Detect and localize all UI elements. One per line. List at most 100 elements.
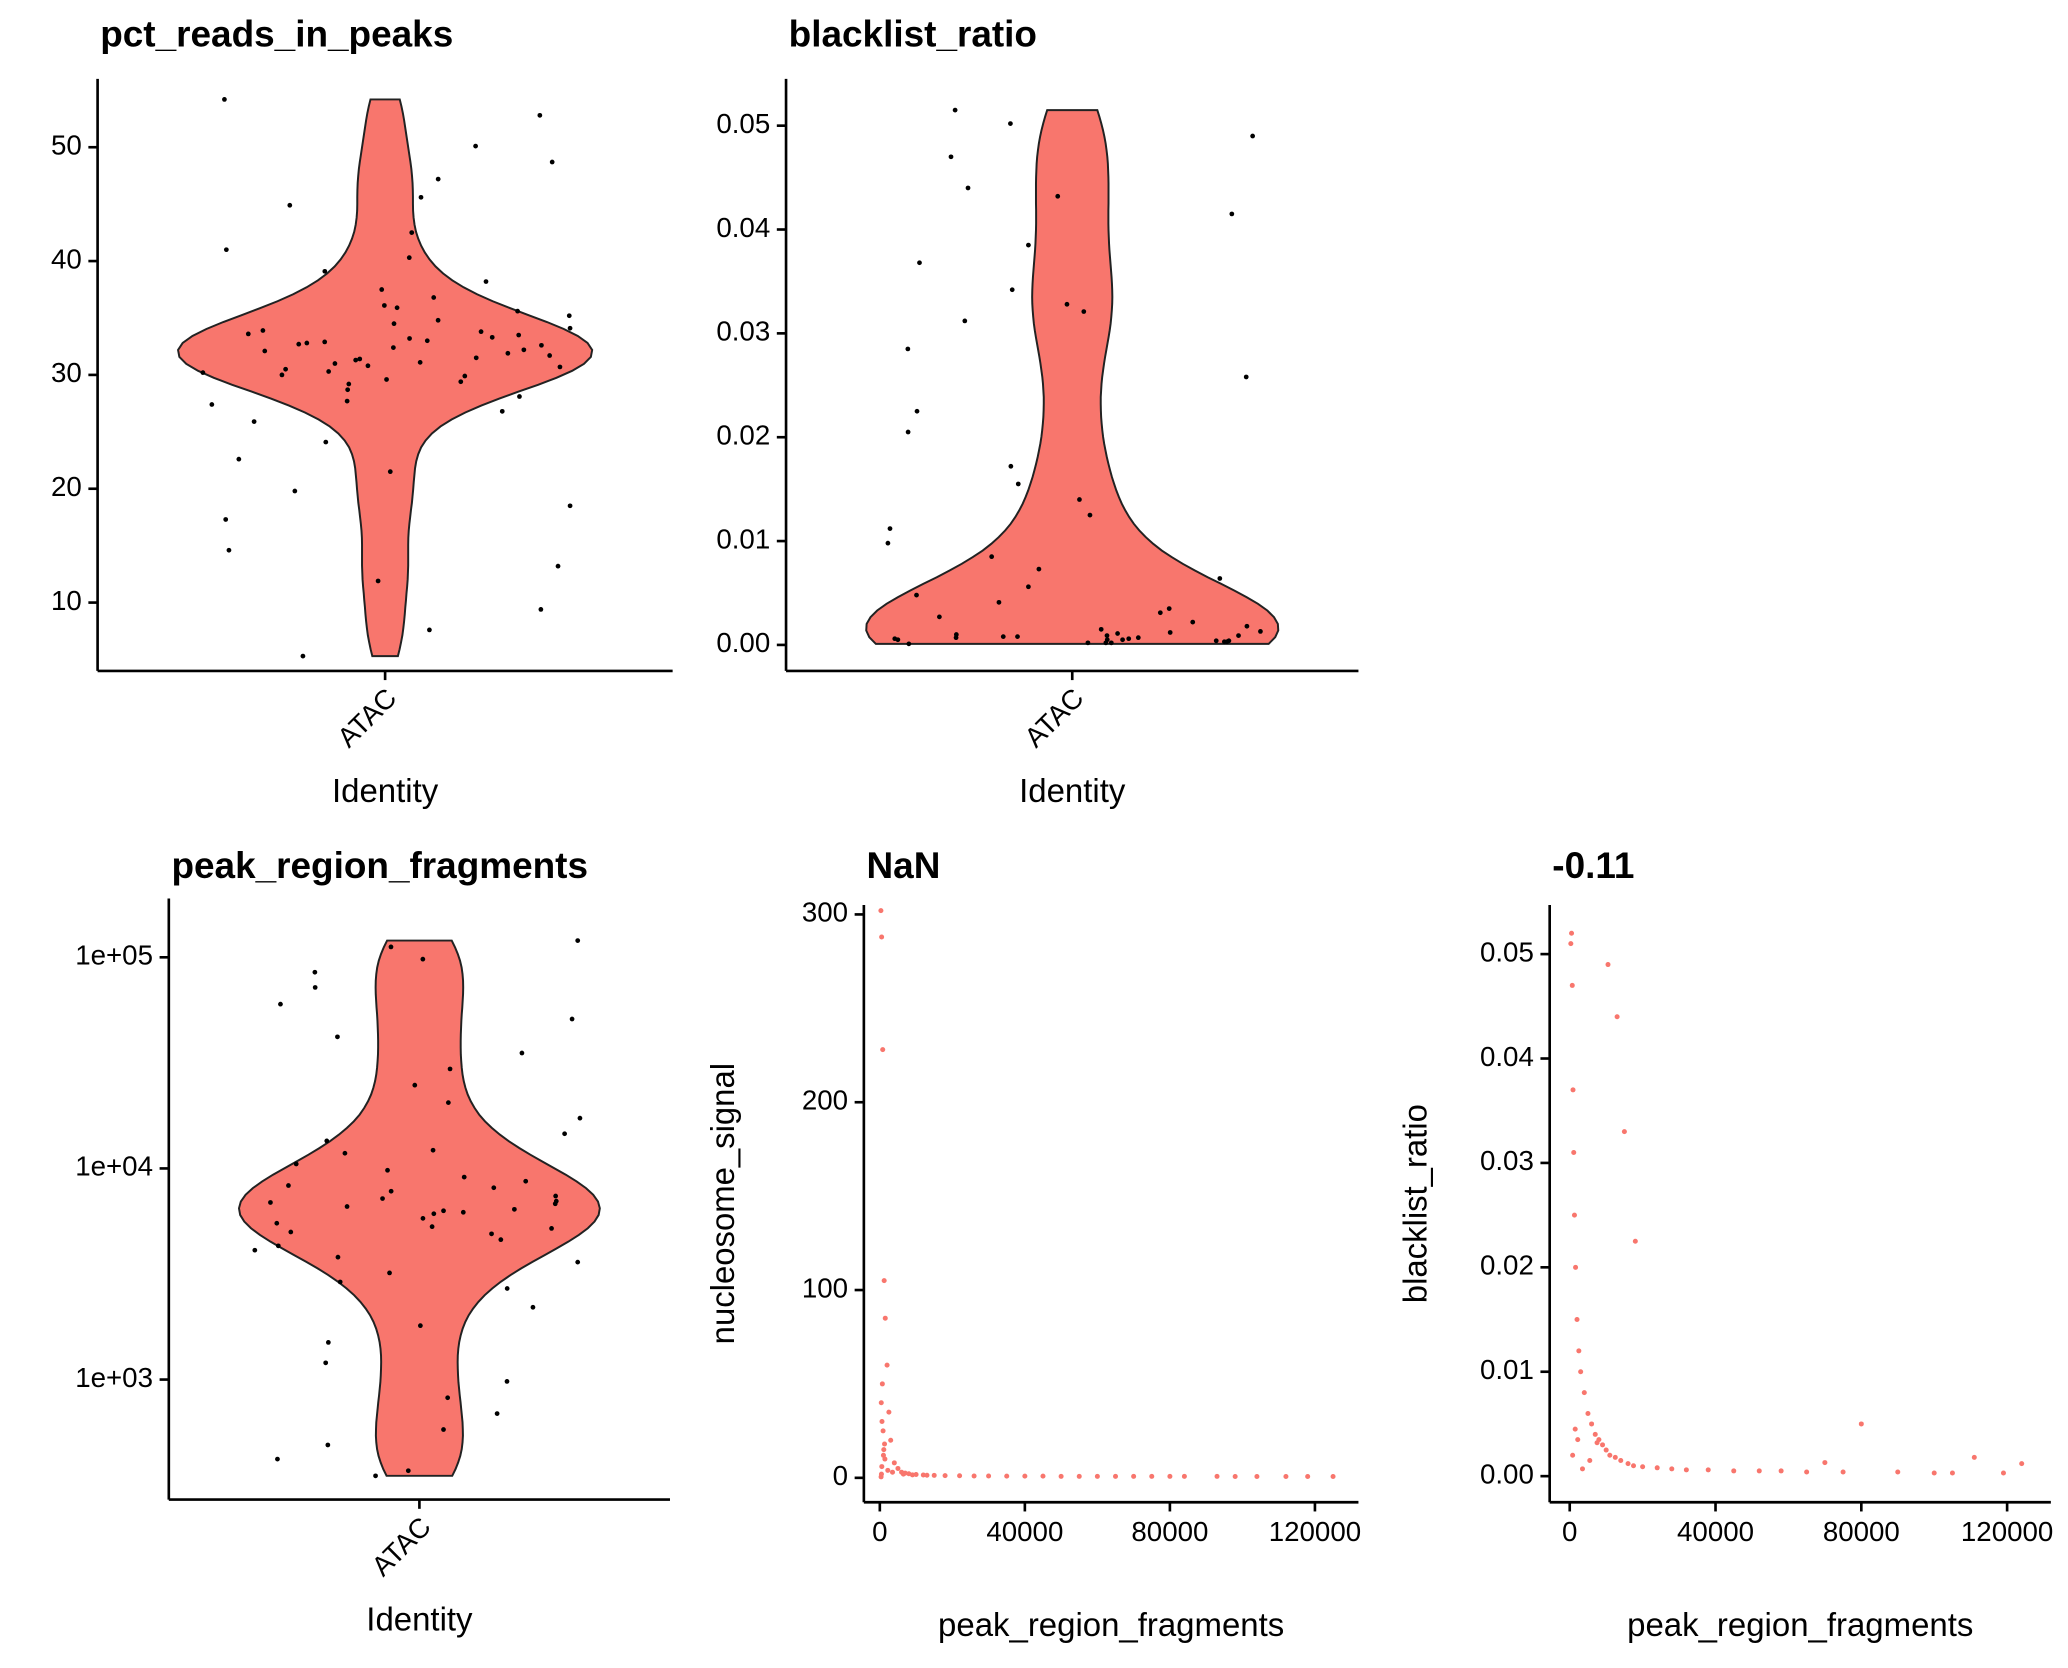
point	[879, 934, 885, 940]
point	[1040, 1473, 1046, 1479]
point	[1569, 982, 1575, 988]
point	[461, 1174, 467, 1180]
point	[388, 1188, 394, 1194]
point	[891, 1460, 897, 1466]
point	[409, 230, 415, 235]
point	[1181, 1473, 1187, 1479]
point	[1632, 1238, 1638, 1244]
point	[1236, 633, 1241, 638]
point	[1000, 634, 1006, 639]
point	[892, 636, 898, 642]
point	[1804, 1469, 1810, 1475]
point	[323, 1360, 329, 1366]
point	[575, 1259, 581, 1265]
point	[223, 517, 229, 522]
point	[1581, 1390, 1587, 1396]
point	[505, 350, 511, 356]
point	[549, 1226, 554, 1231]
point	[986, 1473, 992, 1479]
point	[473, 143, 478, 149]
point	[335, 1034, 340, 1040]
point	[1587, 1457, 1593, 1463]
y-tick-label: 0.01	[1480, 1354, 1534, 1385]
point	[1579, 1466, 1585, 1472]
point	[1840, 1469, 1846, 1475]
x-tick-label: 0	[1562, 1516, 1577, 1547]
point	[1631, 1463, 1637, 1469]
point	[1190, 619, 1196, 625]
point	[1576, 1348, 1582, 1354]
point	[882, 1441, 888, 1447]
point	[504, 1379, 510, 1384]
point	[1589, 1421, 1595, 1427]
point	[948, 154, 954, 160]
y-tick-label: 0.00	[716, 627, 770, 658]
point	[931, 1472, 937, 1478]
point	[880, 1428, 886, 1434]
point	[989, 554, 995, 560]
point	[1226, 638, 1232, 644]
point	[387, 1270, 392, 1276]
point	[491, 1185, 497, 1191]
point	[1008, 463, 1014, 469]
y-tick-label: 20	[51, 471, 82, 502]
point	[274, 1220, 280, 1226]
point	[324, 1138, 330, 1144]
point	[890, 1469, 896, 1475]
y-tick-label: 1e+05	[75, 940, 153, 971]
point	[373, 1473, 378, 1479]
y-tick-label: 10	[51, 585, 82, 616]
point	[412, 1082, 418, 1088]
point	[1157, 610, 1163, 616]
point	[1612, 1454, 1618, 1460]
point	[379, 287, 385, 292]
point	[1605, 962, 1611, 968]
point	[394, 305, 400, 311]
point	[1115, 631, 1120, 636]
point	[430, 1147, 436, 1153]
point	[293, 1161, 299, 1167]
point	[1822, 1460, 1828, 1466]
point	[1149, 1473, 1155, 1479]
point	[342, 1150, 348, 1156]
point	[914, 592, 919, 598]
point	[1135, 635, 1141, 641]
point	[312, 985, 318, 990]
point	[1705, 1467, 1711, 1473]
point	[489, 1231, 494, 1237]
point	[880, 1047, 886, 1053]
point	[965, 185, 971, 191]
point	[417, 360, 423, 365]
y-tick-label: 40	[51, 243, 82, 274]
point	[245, 331, 251, 337]
point	[226, 547, 232, 553]
x-tick-label: 80000	[1131, 1516, 1208, 1547]
point	[1250, 133, 1256, 139]
point	[549, 159, 555, 165]
point	[375, 578, 381, 584]
point	[1214, 1473, 1220, 1479]
point	[323, 439, 329, 445]
point	[885, 540, 891, 546]
point	[1244, 623, 1250, 629]
point	[424, 338, 430, 344]
point	[420, 1216, 426, 1221]
chart-title: -0.11	[1552, 845, 1634, 886]
y-tick-label: 30	[51, 357, 82, 388]
point	[1570, 1087, 1576, 1093]
point	[971, 1473, 977, 1479]
point	[337, 1279, 343, 1285]
point	[878, 1400, 884, 1406]
point	[937, 614, 942, 620]
point	[429, 1224, 435, 1230]
point	[523, 1178, 529, 1184]
y-tick-label: 0.05	[716, 108, 770, 139]
point	[286, 1183, 291, 1188]
y-tick-label: 50	[51, 130, 82, 161]
point	[1008, 121, 1013, 126]
point	[2000, 1470, 2006, 1476]
point	[1621, 1129, 1627, 1135]
point	[312, 969, 318, 975]
point	[431, 295, 437, 300]
